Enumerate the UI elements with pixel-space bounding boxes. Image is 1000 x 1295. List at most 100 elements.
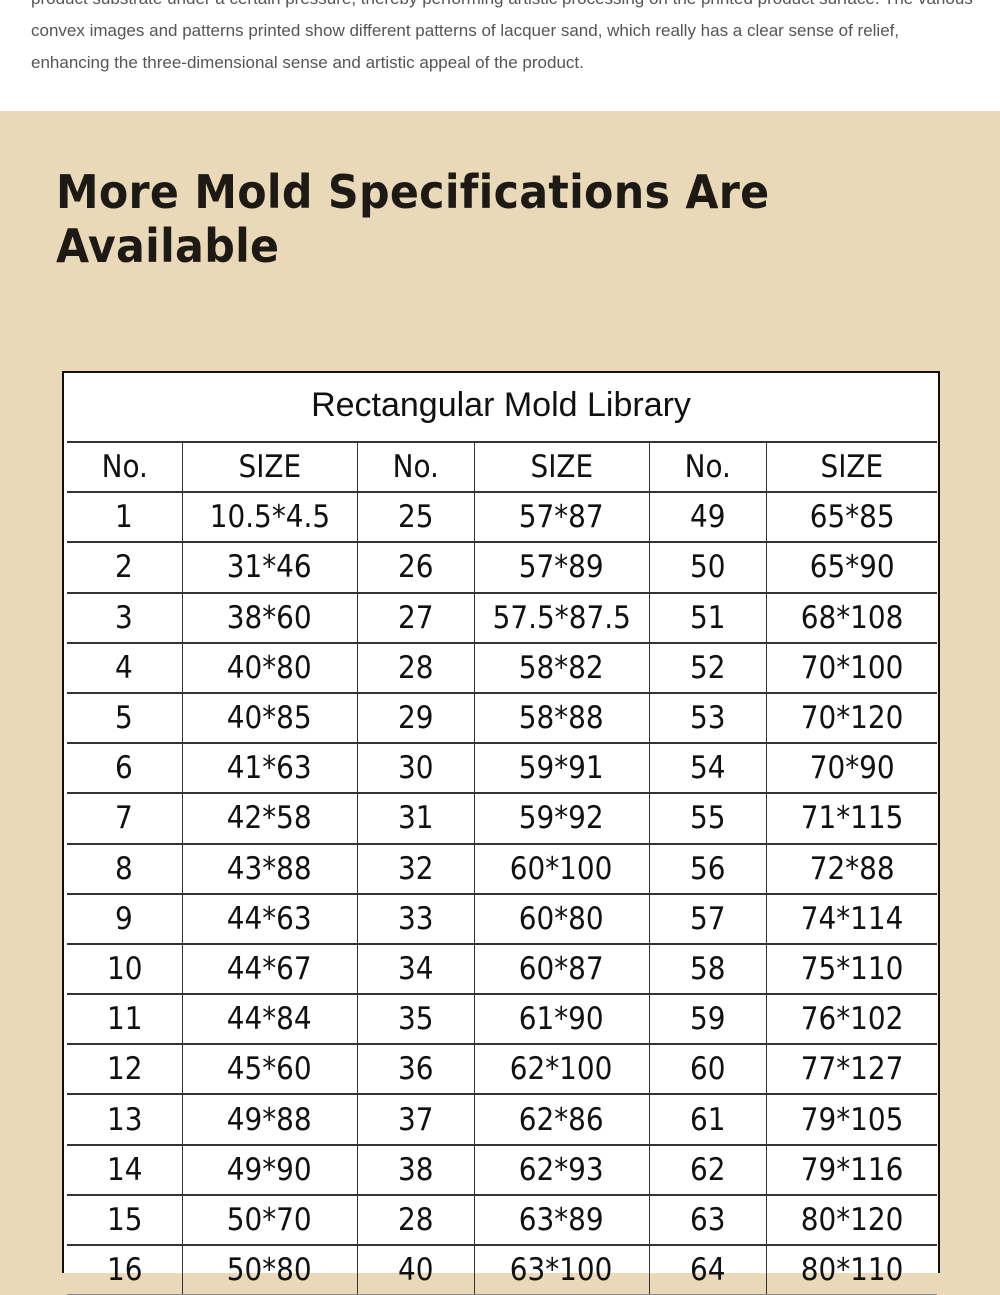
table-row: 8 43*88 32 60*100 56 72*88 xyxy=(67,842,937,895)
cell-text: 70*90 xyxy=(809,750,895,787)
cell-text: 72*88 xyxy=(809,850,895,887)
table-cell: 80*120 xyxy=(765,1193,937,1246)
table-cell: 28 xyxy=(356,641,474,694)
cell-text: 58 xyxy=(689,950,726,987)
mold-library-table: Rectangular Mold Library No. SIZE No. SIZE N… xyxy=(62,371,940,1295)
table-cell: 50*80 xyxy=(181,1244,357,1295)
cell-text: 38*60 xyxy=(227,599,312,636)
table-cell: 35 xyxy=(356,993,474,1045)
cell-text: 63*100 xyxy=(510,1252,613,1289)
table-cell: 61 xyxy=(648,1093,766,1146)
cell-text: 58*82 xyxy=(519,649,604,686)
table-cell: 72*88 xyxy=(765,842,937,895)
cell-text: 6 xyxy=(115,750,134,787)
cell-text: 40*80 xyxy=(227,649,312,686)
cell-text: 3 xyxy=(115,599,134,636)
table-cell: 63 xyxy=(648,1193,766,1246)
table-cell: 38 xyxy=(356,1143,474,1196)
cell-text: 31 xyxy=(397,800,434,837)
cell-text: 77*127 xyxy=(800,1051,904,1088)
table-row: 4 40*80 28 58*82 52 70*100 xyxy=(67,641,937,694)
table-cell: 58 xyxy=(648,942,766,995)
table-row: 12 45*60 36 62*100 60 77*127 xyxy=(67,1043,937,1095)
table-cell: 10 xyxy=(67,942,182,995)
cell-text: 34 xyxy=(397,950,434,987)
cell-text: 40 xyxy=(397,1252,434,1289)
cell-text: 53 xyxy=(689,700,726,737)
table-row: 7 42*58 31 59*92 55 71*115 xyxy=(67,792,937,845)
cell-text: 32 xyxy=(397,850,434,887)
table-cell: 49 xyxy=(648,491,766,543)
table-cell: 60*100 xyxy=(473,842,649,895)
cell-text: SIZE xyxy=(820,449,884,486)
cell-text: 1 xyxy=(115,499,134,536)
table-cell: 75*110 xyxy=(765,942,937,995)
table-cell: 76*102 xyxy=(765,993,937,1045)
table-cell: 65*90 xyxy=(765,541,937,594)
table-cell: 10.5*4.5 xyxy=(181,491,357,543)
table-cell: 71*115 xyxy=(765,792,937,845)
table-cell: 40 xyxy=(356,1244,474,1295)
cell-text: SIZE xyxy=(238,449,301,486)
cell-text: 28 xyxy=(397,1201,434,1238)
table-cell: 9 xyxy=(67,892,182,945)
cell-text: 57.5*87.5 xyxy=(492,599,631,636)
cell-text: 13 xyxy=(106,1101,142,1138)
cell-text: 56 xyxy=(689,850,726,887)
cell-text: 4 xyxy=(115,649,134,686)
cell-text: 26 xyxy=(397,549,434,586)
table-cell: 26 xyxy=(356,541,474,594)
table-cell: 1 xyxy=(67,491,182,543)
table-cell: 40*85 xyxy=(181,691,357,744)
cell-text: 7 xyxy=(115,800,134,837)
header-cell: SIZE xyxy=(473,440,649,493)
table-cell: 6 xyxy=(67,742,182,794)
cell-text: 62 xyxy=(689,1151,726,1188)
cell-text: 10 xyxy=(106,950,142,987)
table-cell: 29 xyxy=(356,691,474,744)
table-cell: 40*80 xyxy=(181,641,357,694)
table-cell: 30 xyxy=(356,742,474,794)
table-cell: 80*110 xyxy=(765,1244,937,1295)
cell-text: 33 xyxy=(397,900,434,937)
table-cell: 25 xyxy=(356,491,474,543)
cell-text: 36 xyxy=(397,1051,434,1088)
cell-text: 74*114 xyxy=(800,900,904,937)
cell-text: 45*60 xyxy=(227,1051,312,1088)
cell-text: 30 xyxy=(397,750,434,787)
header-row: No. SIZE No. SIZE No. SIZE xyxy=(67,440,937,493)
cell-text: 65*85 xyxy=(809,499,895,536)
table-cell: 44*84 xyxy=(181,993,357,1045)
cell-text: No. xyxy=(101,449,148,486)
table-cell: 60 xyxy=(648,1043,766,1095)
cell-text: 68*108 xyxy=(800,599,904,636)
table-cell: 49*88 xyxy=(181,1093,357,1146)
cell-text: 71*115 xyxy=(800,800,904,837)
table-cell: 63*100 xyxy=(473,1244,649,1295)
cell-text: 57*87 xyxy=(519,499,604,536)
table-row: 16 50*80 40 63*100 64 80*110 xyxy=(67,1244,937,1295)
header-cell: No. xyxy=(648,440,766,493)
table-row: 1 10.5*4.5 25 57*87 49 65*85 xyxy=(67,491,937,543)
table-cell: 57.5*87.5 xyxy=(473,591,649,644)
table-cell: 70*100 xyxy=(765,641,937,694)
cell-text: 55 xyxy=(689,800,726,837)
table-row: 5 40*85 29 58*88 53 70*120 xyxy=(67,691,937,744)
table-cell: 79*116 xyxy=(765,1143,937,1196)
table-cell: 58*82 xyxy=(473,641,649,694)
cell-text: 64 xyxy=(689,1252,726,1289)
table-cell: 31*46 xyxy=(181,541,357,594)
table-cell: 62*100 xyxy=(473,1043,649,1095)
table-cell: 32 xyxy=(356,842,474,895)
cell-text: 60*80 xyxy=(519,900,604,937)
table-row: 9 44*63 33 60*80 57 74*114 xyxy=(67,892,937,945)
table-cell: 57*89 xyxy=(473,541,649,594)
cell-text: 62*100 xyxy=(510,1051,613,1088)
cell-text: No. xyxy=(684,449,731,486)
cell-text: 79*105 xyxy=(800,1101,904,1138)
table-cell: 2 xyxy=(67,541,182,594)
header-cell: No. xyxy=(67,440,182,493)
table-cell: 60*87 xyxy=(473,942,649,995)
cell-text: 35 xyxy=(397,1001,434,1038)
cell-text: 29 xyxy=(397,700,434,737)
